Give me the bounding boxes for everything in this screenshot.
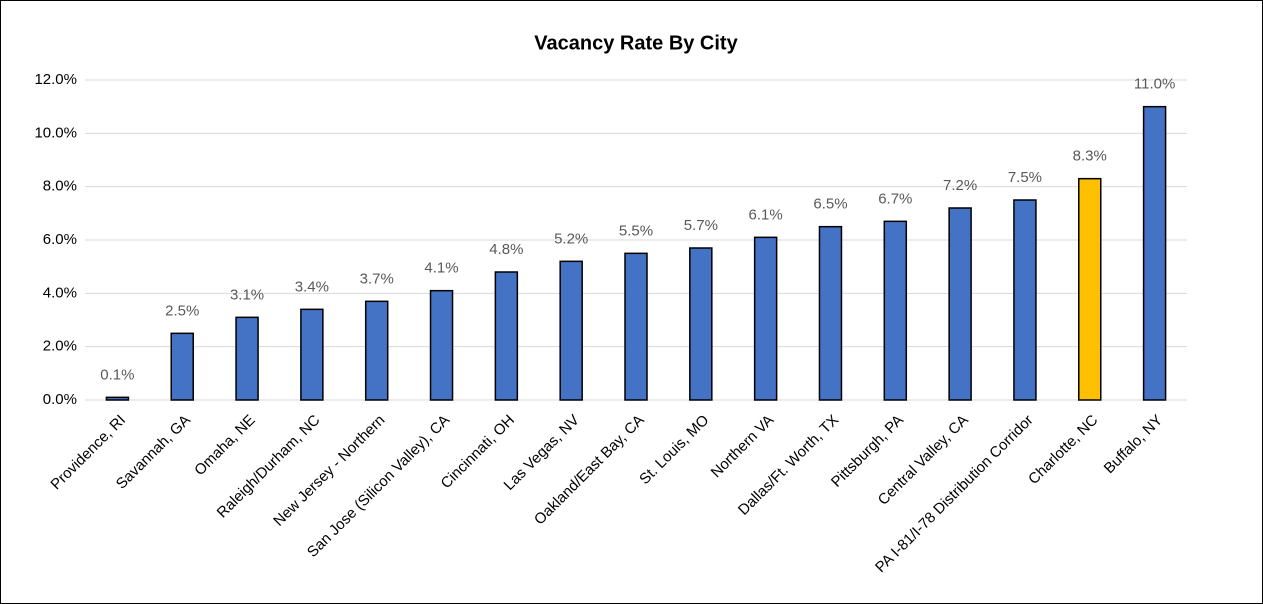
bar (105, 396, 130, 401)
bar (364, 300, 389, 401)
y-tick-label: 6.0% (43, 231, 77, 248)
y-tick-label: 4.0% (43, 284, 77, 301)
data-label: 3.1% (230, 286, 264, 303)
bar (818, 225, 843, 401)
y-tick-label: 12.0% (34, 71, 77, 88)
data-label: 3.7% (360, 270, 394, 287)
bar (300, 308, 324, 401)
data-label: 11.0% (1134, 76, 1175, 93)
data-label: 2.5% (165, 302, 199, 319)
data-label: 6.7% (878, 190, 912, 207)
bar (1078, 177, 1102, 401)
data-label: 7.5% (1008, 169, 1042, 186)
y-tick-label: 0.0% (43, 391, 77, 408)
bar (170, 332, 194, 401)
y-tick-label: 10.0% (34, 124, 77, 141)
data-label: 5.7% (684, 217, 718, 234)
bar (494, 271, 519, 401)
data-label: 5.2% (554, 230, 588, 247)
data-label: 3.4% (295, 278, 329, 295)
bar (429, 289, 454, 401)
data-label: 7.2% (943, 177, 977, 194)
bar (948, 207, 972, 401)
data-label: 6.1% (749, 206, 783, 223)
bar (559, 260, 583, 401)
data-label: 8.3% (1073, 148, 1107, 165)
bar (689, 247, 713, 401)
bar (753, 236, 778, 401)
data-label: 5.5% (619, 222, 653, 239)
data-label: 0.1% (100, 366, 134, 383)
bar (1142, 105, 1167, 401)
bar (883, 220, 908, 401)
bar (1013, 199, 1037, 401)
data-label: 4.8% (489, 241, 523, 258)
bar (624, 252, 648, 401)
y-tick-label: 2.0% (43, 338, 77, 355)
chart-title: Vacancy Rate By City (534, 32, 738, 54)
data-label: 6.5% (813, 196, 847, 213)
data-label: 4.1% (424, 260, 458, 277)
bar (235, 316, 259, 401)
y-tick-label: 8.0% (43, 178, 77, 195)
